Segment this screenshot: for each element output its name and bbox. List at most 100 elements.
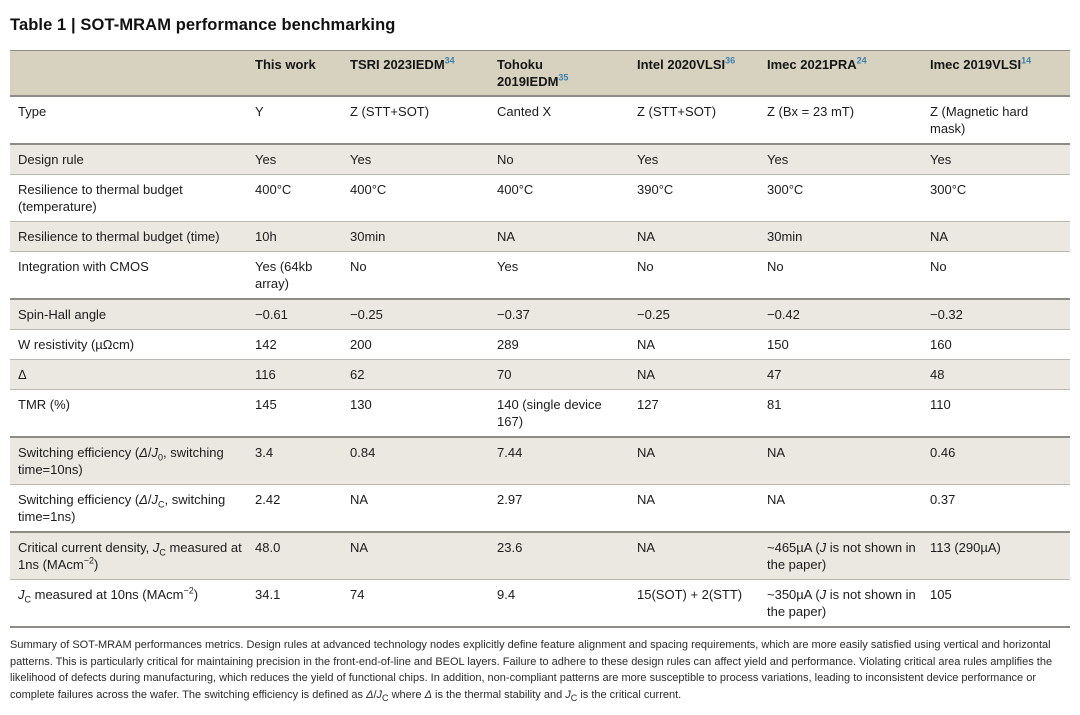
cell: −0.61 [255, 307, 288, 322]
cell: 113 (290µA) [930, 540, 1001, 555]
cell: −0.25 [637, 307, 670, 322]
row-label: W resistivity (µΩcm) [18, 337, 135, 352]
cell: 105 [930, 587, 952, 602]
cell: ~465µA (J is not shown in the paper) [767, 540, 916, 572]
table-body: Type Y Z (STT+SOT) Canted X Z (STT+SOT) Z (Bx… [10, 96, 1070, 627]
cell: 2.97 [497, 492, 523, 507]
cell: No [637, 259, 654, 274]
cell: 142 [255, 337, 277, 352]
row-label: Δ [18, 367, 27, 382]
column-header: Imec 2021PRA24 [767, 50, 930, 96]
row-label: Type [18, 104, 47, 119]
cell: NA [350, 492, 369, 507]
cell: 15(SOT) + 2(STT) [637, 587, 743, 602]
cell: Yes [767, 152, 789, 167]
cell: Z (Bx = 23 mT) [767, 104, 855, 119]
table-row: Δ 116 62 70 NA 47 48 [10, 359, 1070, 390]
cell: NA [637, 337, 656, 352]
row-label: Integration with CMOS [18, 259, 149, 274]
cell: 400°C [350, 182, 387, 197]
table-row: W resistivity (µΩcm) 142 200 289 NA 150 160 [10, 329, 1070, 360]
column-header: TSRI 2023IEDM34 [350, 50, 497, 96]
cell: 160 [930, 337, 952, 352]
table-row: Design rule Yes Yes No Yes Yes Yes [10, 144, 1070, 175]
cell: −0.25 [350, 307, 383, 322]
cell: No [497, 152, 514, 167]
cell: Yes [637, 152, 659, 167]
cell: Yes [497, 259, 519, 274]
cell: NA [497, 229, 516, 244]
table-header: This work TSRI 2023IEDM34 Tohoku 2019IEDM35… [10, 50, 1070, 96]
column-header: Intel 2020VLSI36 [637, 50, 767, 96]
cell: 70 [497, 367, 512, 382]
cell: 62 [350, 367, 365, 382]
column-header: This work [255, 50, 350, 96]
cell: Z (STT+SOT) [350, 104, 430, 119]
cell: 9.4 [497, 587, 516, 602]
cell: −0.32 [930, 307, 963, 322]
benchmark-table: This work TSRI 2023IEDM34 Tohoku 2019IEDM35… [10, 50, 1070, 628]
cell: −0.42 [767, 307, 800, 322]
cell: NA [637, 367, 656, 382]
column-header: Imec 2019VLSI14 [930, 50, 1070, 96]
cell: 47 [767, 367, 782, 382]
row-label: Spin-Hall angle [18, 307, 107, 322]
cell: 30min [350, 229, 386, 244]
cell: 0.46 [930, 445, 956, 460]
cell: 200 [350, 337, 372, 352]
row-label: TMR (%) [18, 397, 70, 412]
cell: 145 [255, 397, 277, 412]
cell: NA [930, 229, 949, 244]
cell: 127 [637, 397, 659, 412]
row-label: Critical current density, JC measured at… [18, 540, 242, 572]
table-row: Integration with CMOS Yes (64kb array) No Y… [10, 251, 1070, 299]
cell: 130 [350, 397, 372, 412]
cell: 289 [497, 337, 519, 352]
cell: 390°C [637, 182, 674, 197]
table-title: Table 1 | SOT-MRAM performance benchmark… [10, 16, 396, 34]
cell: 3.4 [255, 445, 274, 460]
cell: 10h [255, 229, 277, 244]
cell: NA [637, 445, 656, 460]
cell: Y [255, 104, 264, 119]
cell: Z (Magnetic hard mask) [930, 104, 1029, 136]
cell: −0.37 [497, 307, 530, 322]
table-row: Spin-Hall angle −0.61 −0.25 −0.37 −0.25 −0.42… [10, 299, 1070, 330]
row-label: Switching efficiency (Δ/J0, switching ti… [18, 445, 224, 477]
cell: 74 [350, 587, 365, 602]
row-label: JC measured at 10ns (MAcm−2) [18, 585, 199, 605]
table-row: TMR (%) 145 130 140 (single device 167) 127 8… [10, 389, 1070, 437]
cell: 300°C [767, 182, 804, 197]
cell: 400°C [497, 182, 534, 197]
cell: NA [350, 540, 369, 555]
cell: 23.6 [497, 540, 523, 555]
cell: Yes (64kb array) [255, 259, 313, 291]
cell: 48.0 [255, 540, 281, 555]
cell: NA [637, 229, 656, 244]
cell: Canted X [497, 104, 552, 119]
cell: 2.42 [255, 492, 281, 507]
cell: Z (STT+SOT) [637, 104, 717, 119]
cell: NA [637, 540, 656, 555]
cell: NA [767, 445, 786, 460]
cell: ~350µA (J is not shown in the paper) [767, 587, 916, 619]
column-header: Tohoku 2019IEDM35 [497, 50, 637, 96]
table-row: Switching efficiency (Δ/J0, switching ti… [10, 437, 1070, 485]
cell: 30min [767, 229, 803, 244]
cell: 140 (single device 167) [497, 397, 602, 429]
cell: 48 [930, 367, 945, 382]
cell: 0.37 [930, 492, 956, 507]
row-label: Switching efficiency (Δ/JC, switching ti… [18, 492, 226, 524]
cell: No [930, 259, 947, 274]
table-row: JC measured at 10ns (MAcm−2) 34.1 74 9.4 15(… [10, 579, 1070, 627]
table-row: Switching efficiency (Δ/JC, switching ti… [10, 484, 1070, 532]
cell: No [350, 259, 367, 274]
cell: 7.44 [497, 445, 523, 460]
table-footnote: Summary of SOT-MRAM performances metrics… [10, 639, 1053, 703]
cell: 116 [255, 367, 276, 382]
cell: 300°C [930, 182, 967, 197]
row-label: Resilience to thermal budget (temperatur… [18, 182, 183, 214]
cell: 0.84 [350, 445, 376, 460]
header-row: This work TSRI 2023IEDM34 Tohoku 2019IEDM35… [10, 50, 1070, 96]
